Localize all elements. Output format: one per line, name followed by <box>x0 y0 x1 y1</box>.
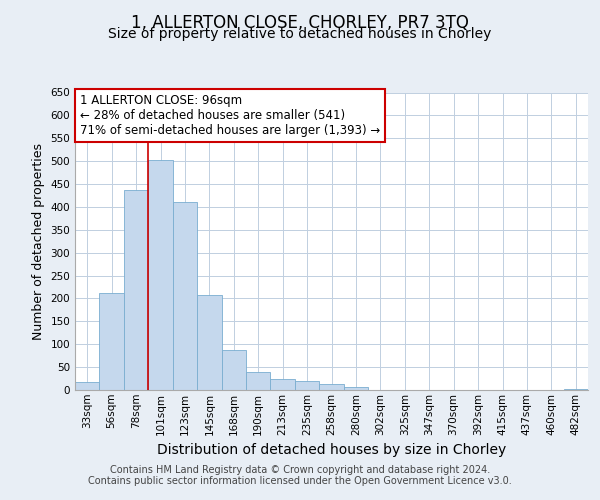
Bar <box>75 382 100 390</box>
X-axis label: Distribution of detached houses by size in Chorley: Distribution of detached houses by size … <box>157 443 506 457</box>
Bar <box>319 384 344 390</box>
Bar <box>197 296 221 390</box>
Bar <box>563 389 588 390</box>
Bar <box>173 202 197 390</box>
Bar <box>295 382 319 390</box>
Bar <box>124 190 148 390</box>
Bar <box>344 388 368 390</box>
Text: 1, ALLERTON CLOSE, CHORLEY, PR7 3TQ: 1, ALLERTON CLOSE, CHORLEY, PR7 3TQ <box>131 14 469 32</box>
Bar <box>148 160 173 390</box>
Text: Contains public sector information licensed under the Open Government Licence v3: Contains public sector information licen… <box>88 476 512 486</box>
Text: 1 ALLERTON CLOSE: 96sqm
← 28% of detached houses are smaller (541)
71% of semi-d: 1 ALLERTON CLOSE: 96sqm ← 28% of detache… <box>80 94 380 137</box>
Bar <box>246 372 271 390</box>
Text: Contains HM Land Registry data © Crown copyright and database right 2024.: Contains HM Land Registry data © Crown c… <box>110 465 490 475</box>
Bar <box>221 350 246 390</box>
Bar <box>271 380 295 390</box>
Text: Size of property relative to detached houses in Chorley: Size of property relative to detached ho… <box>109 27 491 41</box>
Y-axis label: Number of detached properties: Number of detached properties <box>32 143 45 340</box>
Bar <box>100 292 124 390</box>
